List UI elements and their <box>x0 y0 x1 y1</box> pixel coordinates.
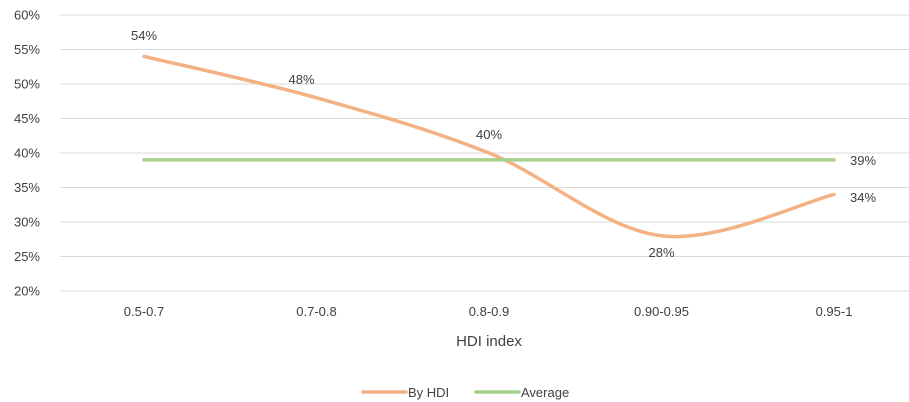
x-tick-label: 0.7-0.8 <box>296 304 336 319</box>
data-label: 34% <box>850 190 876 205</box>
y-tick-label: 60% <box>14 8 40 23</box>
x-axis-ticks: 0.5-0.7 0.7-0.8 0.8-0.9 0.90-0.95 0.95-1 <box>124 304 853 319</box>
series-line-by-hdi <box>142 54 836 239</box>
y-axis-ticks: 20% 25% 30% 35% 40% 45% 50% 55% 60% <box>14 8 40 299</box>
y-tick-label: 40% <box>14 146 40 161</box>
data-label: 28% <box>648 245 674 260</box>
y-tick-label: 35% <box>14 180 40 195</box>
x-tick-label: 0.8-0.9 <box>469 304 509 319</box>
data-label: 48% <box>289 72 315 87</box>
y-tick-label: 55% <box>14 42 40 57</box>
x-axis-title: HDI index <box>456 333 522 350</box>
y-tick-label: 25% <box>14 249 40 264</box>
legend-label: Average <box>521 385 569 400</box>
x-tick-label: 0.5-0.7 <box>124 304 164 319</box>
data-label: 39% <box>850 153 876 168</box>
data-label: 40% <box>476 127 502 142</box>
legend: By HDI Average <box>361 385 569 400</box>
series-lines <box>142 54 836 239</box>
y-tick-label: 50% <box>14 77 40 92</box>
y-tick-label: 30% <box>14 215 40 230</box>
y-tick-label: 45% <box>14 111 40 126</box>
y-tick-label: 20% <box>14 284 40 299</box>
data-labels: 54% 48% 40% 28% 34% 39% <box>131 28 876 260</box>
legend-label: By HDI <box>408 385 449 400</box>
x-tick-label: 0.90-0.95 <box>634 304 689 319</box>
x-tick-label: 0.95-1 <box>816 304 853 319</box>
data-label: 54% <box>131 28 157 43</box>
